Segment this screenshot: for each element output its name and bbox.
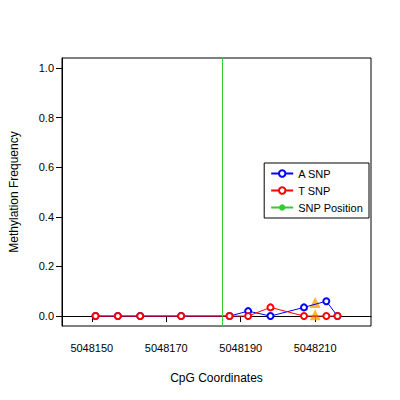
svg-text:A SNP: A SNP bbox=[298, 168, 330, 180]
svg-text:1.0: 1.0 bbox=[39, 62, 54, 74]
svg-text:5048170: 5048170 bbox=[145, 342, 188, 354]
svg-text:5048190: 5048190 bbox=[219, 342, 262, 354]
svg-text:Methylation Frequency: Methylation Frequency bbox=[7, 131, 21, 252]
svg-text:T SNP: T SNP bbox=[298, 185, 330, 197]
svg-text:SNP Position: SNP Position bbox=[298, 202, 363, 214]
svg-text:5048210: 5048210 bbox=[294, 342, 337, 354]
svg-text:0.6: 0.6 bbox=[39, 161, 54, 173]
svg-text:0.0: 0.0 bbox=[39, 310, 54, 322]
svg-text:CpG Coordinates: CpG Coordinates bbox=[170, 371, 263, 385]
svg-text:0.4: 0.4 bbox=[39, 211, 54, 223]
svg-text:5048150: 5048150 bbox=[70, 342, 113, 354]
svg-text:0.8: 0.8 bbox=[39, 112, 54, 124]
svg-text:0.2: 0.2 bbox=[39, 260, 54, 272]
